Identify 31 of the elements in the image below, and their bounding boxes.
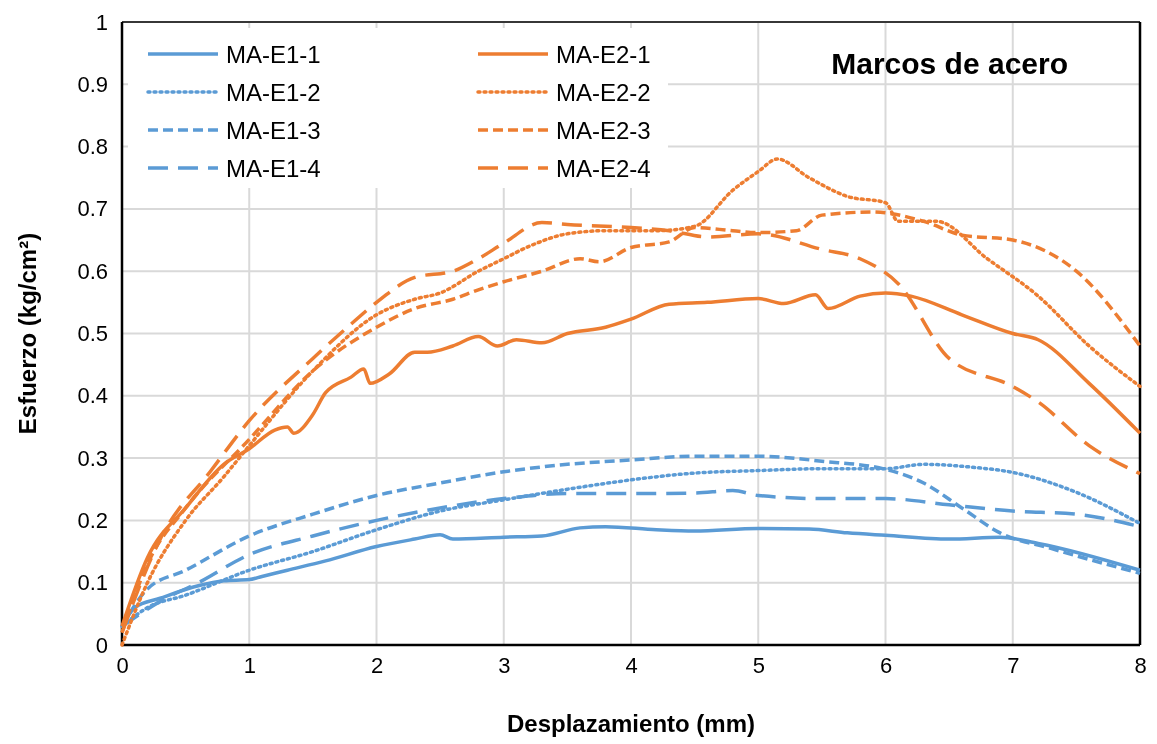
y-tick-label: 0.6	[77, 258, 108, 284]
y-axis-title: Esfuerzo (kg/cm²)	[14, 232, 41, 435]
legend-label: MA-E2-1	[556, 41, 651, 68]
x-tick-label: 3	[498, 652, 511, 678]
x-tick-label: 6	[879, 652, 893, 678]
x-axis-title: Desplazamiento (mm)	[506, 710, 756, 737]
x-tick-label: 4	[625, 652, 638, 678]
x-tick-label: 1	[243, 652, 256, 678]
y-tick-label: 0.2	[77, 507, 108, 533]
y-tick-label: 1	[95, 9, 108, 35]
y-tick-label: 0.4	[77, 383, 108, 409]
text: Marcos de acero	[831, 47, 1068, 80]
legend-label: MA-E1-1	[226, 41, 321, 68]
legend-label: MA-E2-2	[556, 79, 651, 106]
x-tick-label: 2	[370, 652, 384, 678]
y-tick-label: 0.9	[77, 71, 108, 97]
x-tick-label: 5	[752, 652, 765, 678]
x-tick-label: 0	[116, 652, 129, 678]
y-tick-label: 0	[95, 632, 108, 658]
legend-label: MA-E1-3	[226, 117, 321, 144]
y-tick-label: 0.1	[77, 570, 108, 596]
x-tick-label: 8	[1134, 652, 1147, 678]
legend-label: MA-E1-2	[226, 79, 321, 106]
legend-label: MA-E2-4	[556, 155, 651, 182]
y-tick-label: 0.3	[77, 445, 108, 471]
legend-label: MA-E2-3	[556, 117, 651, 144]
y-tick-label: 0.8	[77, 134, 108, 160]
y-tick-label: 0.5	[77, 321, 108, 347]
x-tick-label: 7	[1007, 652, 1020, 678]
y-tick-label: 0.7	[77, 196, 108, 222]
legend-label: MA-E1-4	[226, 155, 321, 182]
